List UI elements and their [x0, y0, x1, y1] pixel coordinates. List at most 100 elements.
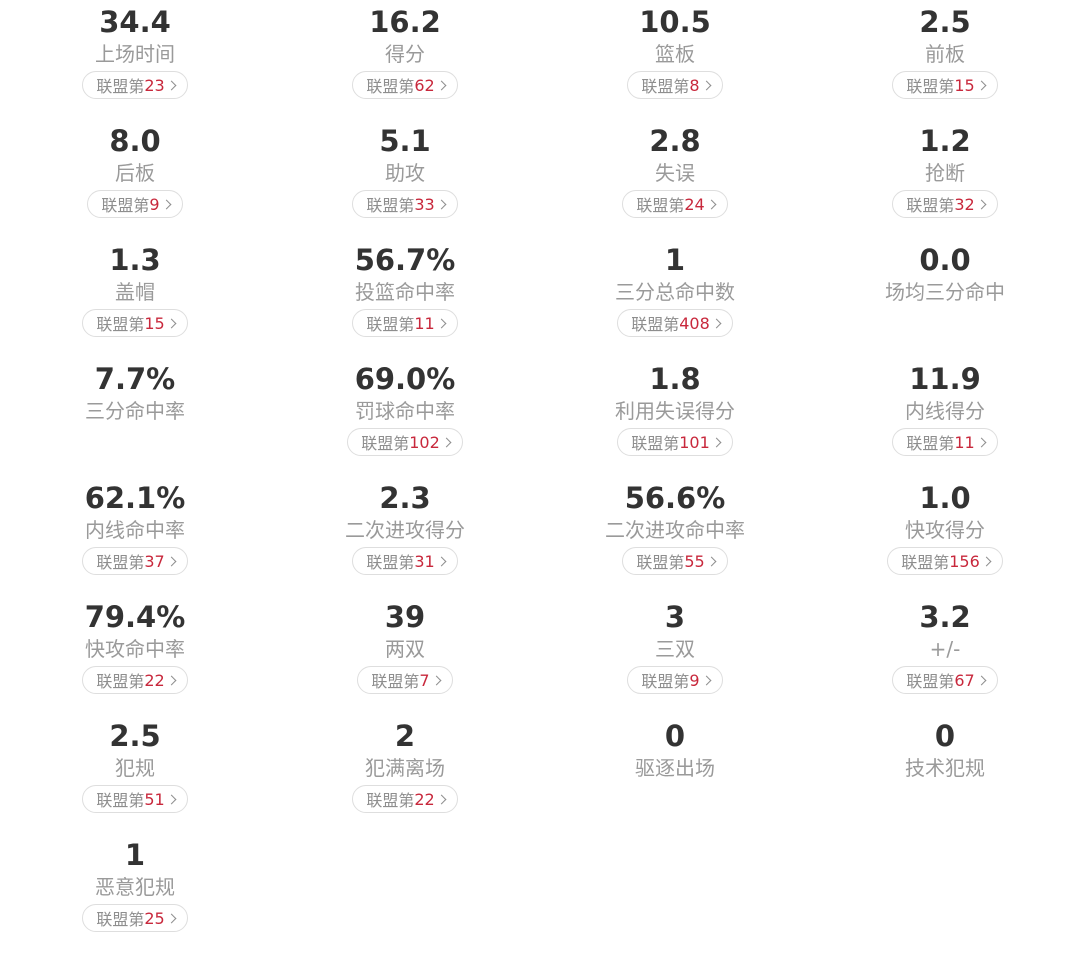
league-rank-button[interactable]: 联盟第 33 — [352, 190, 458, 218]
stat-cell: 1.0 快攻得分 联盟第 156 — [825, 476, 1065, 595]
stat-label: 三分命中率 — [85, 399, 185, 423]
stat-cell: 1 恶意犯规 联盟第 25 — [15, 833, 255, 952]
stat-value: 39 — [384, 600, 426, 634]
rank-prefix: 联盟第 — [631, 434, 680, 453]
stat-label: 助攻 — [385, 161, 425, 185]
rank-number: 67 — [954, 670, 975, 690]
league-rank-button[interactable]: 联盟第 31 — [352, 547, 458, 575]
league-rank-button[interactable]: 联盟第 22 — [352, 785, 458, 813]
rank-number: 101 — [679, 432, 710, 452]
stat-label: 三双 — [655, 637, 695, 661]
stat-cell: 8.0 后板联盟第 9 — [15, 119, 255, 238]
rank-number: 8 — [689, 75, 700, 95]
rank-number: 102 — [409, 432, 440, 452]
rank-prefix: 联盟第 — [366, 791, 415, 810]
stat-cell: 1.3 盖帽 联盟第 15 — [15, 238, 255, 357]
rank-number: 408 — [679, 313, 710, 333]
league-rank-button[interactable]: 联盟第 51 — [82, 785, 188, 813]
stat-cell: 5.1 助攻 联盟第 33 — [285, 119, 525, 238]
stat-label: 二次进攻得分 — [345, 518, 465, 542]
rank-number: 33 — [414, 194, 435, 214]
rank-prefix: 联盟第 — [641, 672, 690, 691]
stat-value: 2.8 — [649, 124, 701, 158]
league-rank-button[interactable]: 联盟第 22 — [82, 666, 188, 694]
league-rank-button[interactable]: 联盟第 15 — [892, 71, 998, 99]
rank-number: 7 — [419, 670, 430, 690]
league-rank-button[interactable]: 联盟第 408 — [617, 309, 733, 337]
league-rank-button[interactable]: 联盟第 9 — [87, 190, 183, 218]
stat-value: 0.0 — [919, 243, 971, 277]
stat-label: 两双 — [385, 637, 425, 661]
league-rank-button[interactable]: 联盟第 23 — [82, 71, 188, 99]
stat-label: 二次进攻命中率 — [605, 518, 745, 542]
chevron-right-icon — [981, 556, 992, 567]
stat-value: 8.0 — [109, 124, 161, 158]
league-rank-button[interactable]: 联盟第 37 — [82, 547, 188, 575]
stat-cell: 39 两双联盟第 7 — [285, 595, 525, 714]
league-rank-button[interactable]: 联盟第 62 — [352, 71, 458, 99]
league-rank-button[interactable]: 联盟第 32 — [892, 190, 998, 218]
stat-cell: 79.4% 快攻命中率联盟第 22 — [15, 595, 255, 714]
stat-label: 得分 — [385, 42, 425, 66]
rank-prefix: 联盟第 — [906, 196, 955, 215]
league-rank-button[interactable]: 联盟第 11 — [892, 428, 998, 456]
stat-value: 62.1% — [84, 481, 186, 515]
stat-label: 三分总命中数 — [615, 280, 735, 304]
stat-label: 快攻命中率 — [85, 637, 185, 661]
rank-number: 62 — [414, 75, 435, 95]
rank-number: 37 — [144, 551, 165, 571]
stat-cell: 3 三双联盟第 9 — [555, 595, 795, 714]
rank-prefix: 联盟第 — [96, 77, 145, 96]
league-rank-button[interactable]: 联盟第 156 — [887, 547, 1003, 575]
chevron-right-icon — [701, 80, 712, 91]
rank-prefix: 联盟第 — [96, 791, 145, 810]
rank-prefix: 联盟第 — [901, 553, 950, 572]
stat-value: 3 — [664, 600, 686, 634]
league-rank-button[interactable]: 联盟第 25 — [82, 904, 188, 932]
stat-label: 内线得分 — [905, 399, 985, 423]
rank-prefix: 联盟第 — [631, 315, 680, 334]
rank-prefix: 联盟第 — [101, 196, 150, 215]
league-rank-button[interactable]: 联盟第 102 — [347, 428, 463, 456]
rank-prefix: 联盟第 — [96, 315, 145, 334]
stat-value: 79.4% — [84, 600, 186, 634]
stat-cell: 1.8 利用失误得分 联盟第 101 — [555, 357, 795, 476]
chevron-right-icon — [706, 556, 717, 567]
chevron-right-icon — [166, 556, 177, 567]
stat-label: 上场时间 — [95, 42, 175, 66]
stat-value: 1.8 — [649, 362, 701, 396]
league-rank-button[interactable]: 联盟第 8 — [627, 71, 723, 99]
rank-prefix: 联盟第 — [366, 315, 415, 334]
stat-cell: 69.0% 罚球命中率 联盟第 102 — [285, 357, 525, 476]
stat-value: 10.5 — [639, 5, 711, 39]
rank-number: 31 — [414, 551, 435, 571]
chevron-right-icon — [166, 913, 177, 924]
stat-cell: 7.7% 三分命中率 — [15, 357, 255, 476]
chevron-right-icon — [701, 675, 712, 686]
stat-label: 内线命中率 — [85, 518, 185, 542]
stat-label: 驱逐出场 — [635, 756, 715, 780]
league-rank-button[interactable]: 联盟第 24 — [622, 190, 728, 218]
chevron-right-icon — [436, 556, 447, 567]
chevron-right-icon — [166, 675, 177, 686]
league-rank-button[interactable]: 联盟第 9 — [627, 666, 723, 694]
stat-label: 投篮命中率 — [355, 280, 455, 304]
league-rank-button[interactable]: 联盟第 67 — [892, 666, 998, 694]
league-rank-button[interactable]: 联盟第 7 — [357, 666, 453, 694]
stat-label: 前板 — [925, 42, 965, 66]
stat-label: 犯规 — [115, 756, 155, 780]
chevron-right-icon — [976, 437, 987, 448]
league-rank-button[interactable]: 联盟第 15 — [82, 309, 188, 337]
league-rank-button[interactable]: 联盟第 11 — [352, 309, 458, 337]
stat-value: 1.3 — [109, 243, 161, 277]
stat-cell: 2 犯满离场 联盟第 22 — [285, 714, 525, 833]
stat-value: 56.6% — [624, 481, 726, 515]
chevron-right-icon — [166, 794, 177, 805]
stat-cell: 2.5 犯规 联盟第 51 — [15, 714, 255, 833]
league-rank-button[interactable]: 联盟第 55 — [622, 547, 728, 575]
rank-number: 156 — [949, 551, 980, 571]
stat-label: 后板 — [115, 161, 155, 185]
league-rank-button[interactable]: 联盟第 101 — [617, 428, 733, 456]
rank-prefix: 联盟第 — [96, 672, 145, 691]
rank-prefix: 联盟第 — [906, 434, 955, 453]
